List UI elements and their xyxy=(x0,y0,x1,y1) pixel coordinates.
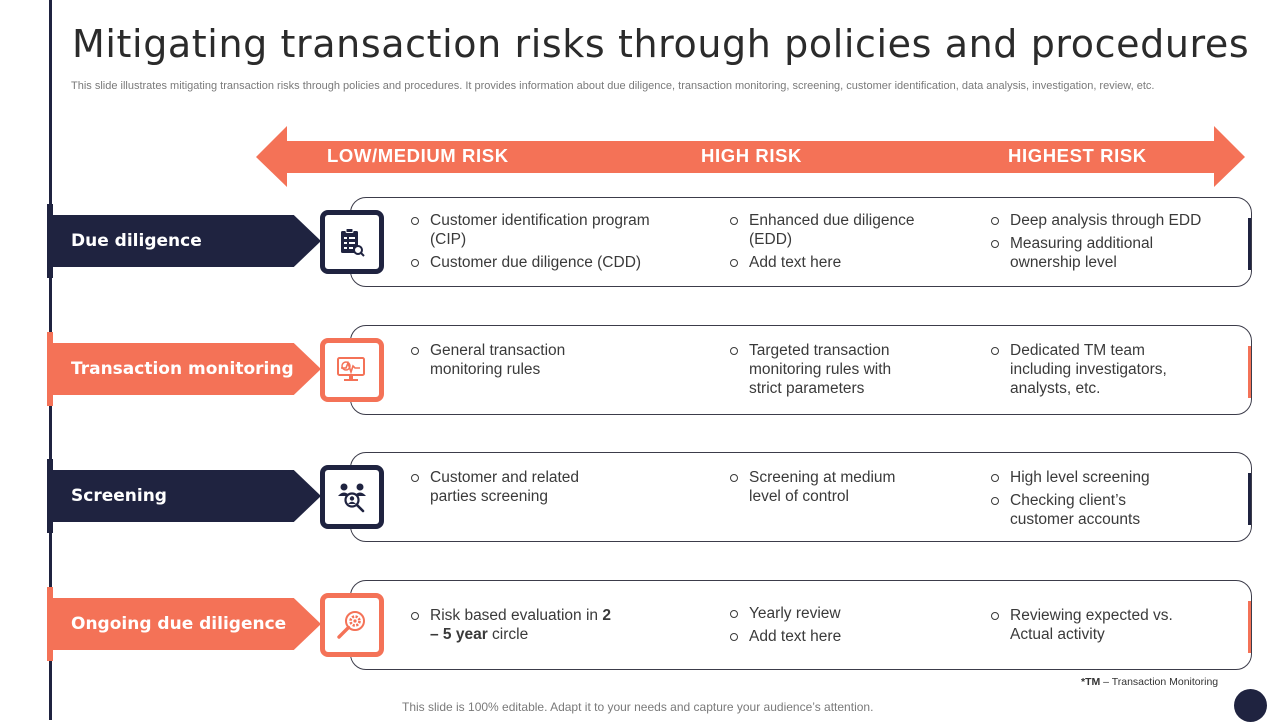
bullet-item: Add text here xyxy=(730,253,930,272)
row-transaction-monitoring: Transaction monitoring General transacti… xyxy=(0,325,1280,420)
cell-high: Screening at medium level of control xyxy=(730,468,930,510)
page-subtitle: This slide illustrates mitigating transa… xyxy=(71,80,1155,92)
bullet-item: General transaction monitoring rules xyxy=(411,341,586,379)
row-label-tag: Transaction monitoring xyxy=(49,343,321,395)
row-content-box xyxy=(350,452,1252,542)
cell-highest: Reviewing expected vs. Actual activity xyxy=(991,606,1181,648)
row-label: Due diligence xyxy=(71,231,202,251)
bullet-item: Enhanced due diligence (EDD) xyxy=(730,211,930,249)
cell-low-medium: Customer identification program (CIP) Cu… xyxy=(411,211,671,276)
bullet-emphasis: 2 – 5 year xyxy=(430,607,611,643)
row-screening: Screening Customer and related parties s… xyxy=(0,452,1280,547)
row-label: Ongoing due diligence xyxy=(71,614,287,634)
footnote-text: – Transaction Monitoring xyxy=(1100,676,1219,688)
row-end-bar xyxy=(1248,601,1251,653)
cell-highest: Dedicated TM team including investigator… xyxy=(991,341,1186,402)
bullet-item: Dedicated TM team including investigator… xyxy=(991,341,1186,398)
bullet-text: circle xyxy=(487,626,529,643)
bullet-item: Targeted transaction monitoring rules wi… xyxy=(730,341,915,398)
bullet-item: Screening at medium level of control xyxy=(730,468,930,506)
footnote: *TM – Transaction Monitoring xyxy=(1081,676,1218,688)
row-due-diligence: Due diligence Customer identification pr… xyxy=(0,197,1280,292)
bullet-item: Measuring additional ownership level xyxy=(991,234,1226,272)
bullet-item: Reviewing expected vs. Actual activity xyxy=(991,606,1181,644)
cell-low-medium: Customer and related parties screening xyxy=(411,468,611,510)
bullet-item: Customer due diligence (CDD) xyxy=(411,253,671,272)
row-end-bar xyxy=(1248,346,1251,398)
bullet-item: Yearly review xyxy=(730,604,930,623)
row-end-bar xyxy=(1248,473,1251,525)
row-label: Transaction monitoring xyxy=(71,359,294,379)
risk-label-low-medium: LOW/MEDIUM RISK xyxy=(327,145,509,166)
row-content-box xyxy=(350,580,1252,670)
bullet-item: High level screening xyxy=(991,468,1191,487)
clipboard-checklist-icon xyxy=(320,210,384,274)
bullet-text: Risk based evaluation in xyxy=(430,607,603,624)
row-label: Screening xyxy=(71,486,167,506)
cell-highest: High level screening Checking client’s c… xyxy=(991,468,1191,533)
risk-label-high: HIGH RISK xyxy=(701,145,802,166)
row-label-tag: Due diligence xyxy=(49,215,321,267)
bullet-item: Checking client’s customer accounts xyxy=(991,491,1191,529)
risk-label-highest: HIGHEST RISK xyxy=(1008,145,1147,166)
footnote-abbr: *TM xyxy=(1081,676,1101,688)
cell-low-medium: Risk based evaluation in 2 – 5 year circ… xyxy=(411,606,611,648)
bullet-item: Customer and related parties screening xyxy=(411,468,611,506)
row-content-box xyxy=(350,197,1252,287)
footer-note: This slide is 100% editable. Adapt it to… xyxy=(402,700,874,714)
page-title: Mitigating transaction risks through pol… xyxy=(72,22,1250,66)
cell-low-medium: General transaction monitoring rules xyxy=(411,341,586,383)
people-search-icon xyxy=(320,465,384,529)
row-end-bar xyxy=(1248,218,1251,270)
bullet-item: Deep analysis through EDD xyxy=(991,211,1226,230)
cell-high: Enhanced due diligence (EDD) Add text he… xyxy=(730,211,930,276)
row-ongoing-due-diligence: Ongoing due diligence Risk based evaluat… xyxy=(0,580,1280,675)
row-label-tag: Screening xyxy=(49,470,321,522)
cell-high: Targeted transaction monitoring rules wi… xyxy=(730,341,915,402)
row-content-box xyxy=(350,325,1252,415)
cell-highest: Deep analysis through EDD Measuring addi… xyxy=(991,211,1226,276)
gear-magnifier-icon xyxy=(320,593,384,657)
cell-high: Yearly review Add text here xyxy=(730,604,930,650)
bullet-item: Add text here xyxy=(730,627,930,646)
bullet-item: Risk based evaluation in 2 – 5 year circ… xyxy=(411,606,611,644)
corner-dot xyxy=(1234,689,1267,722)
monitor-analytics-icon xyxy=(320,338,384,402)
bullet-item: Customer identification program (CIP) xyxy=(411,211,671,249)
risk-spectrum-arrow xyxy=(256,126,1245,187)
row-label-tag: Ongoing due diligence xyxy=(49,598,321,650)
